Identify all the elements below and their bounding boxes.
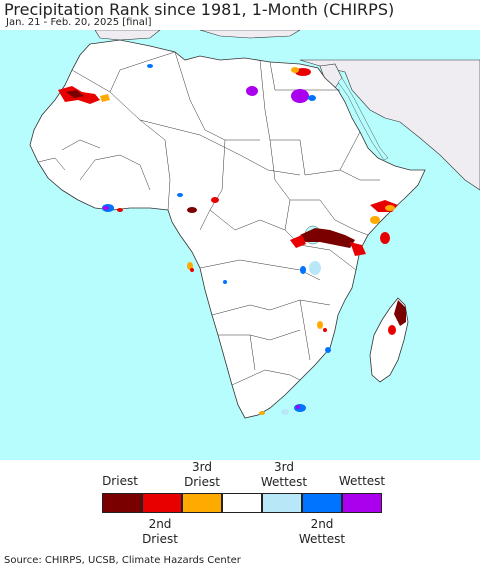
africa-land	[29, 39, 426, 419]
africa-precipitation-map	[0, 30, 480, 460]
legend-swatch-3	[222, 493, 262, 513]
red-sea	[337, 77, 389, 161]
legend-label-wettest: Wettest	[338, 474, 386, 488]
legend-swatch-6	[342, 493, 382, 513]
legend-swatch-2	[182, 493, 222, 513]
legend-label-driest: Driest	[102, 474, 138, 488]
map-subtitle: Jan. 21 - Feb. 20, 2025 [final]	[6, 17, 152, 28]
legend-label-2nd-driest: 2nd Driest	[142, 517, 178, 546]
legend-swatch-4	[262, 493, 302, 513]
map-title: Precipitation Rank since 1981, 1-Month (…	[4, 0, 395, 19]
source-credit: Source: CHIRPS, UCSB, Climate Hazards Ce…	[4, 555, 241, 566]
legend-label-3rd-wettest: 3rd Wettest	[260, 460, 308, 489]
europe-land	[94, 30, 301, 41]
middle-east-land	[299, 59, 480, 191]
legend-label-3rd-driest: 3rd Driest	[184, 460, 220, 489]
legend-swatch-1	[142, 493, 182, 513]
legend: Driest 3rd Driest 3rd Wettest Wettest 2n…	[0, 460, 480, 550]
precip-patches	[58, 64, 406, 415]
legend-swatch-5	[302, 493, 342, 513]
legend-swatch-0	[102, 493, 142, 513]
country-borders	[37, 51, 380, 386]
legend-label-2nd-wettest: 2nd Wettest	[298, 517, 346, 546]
